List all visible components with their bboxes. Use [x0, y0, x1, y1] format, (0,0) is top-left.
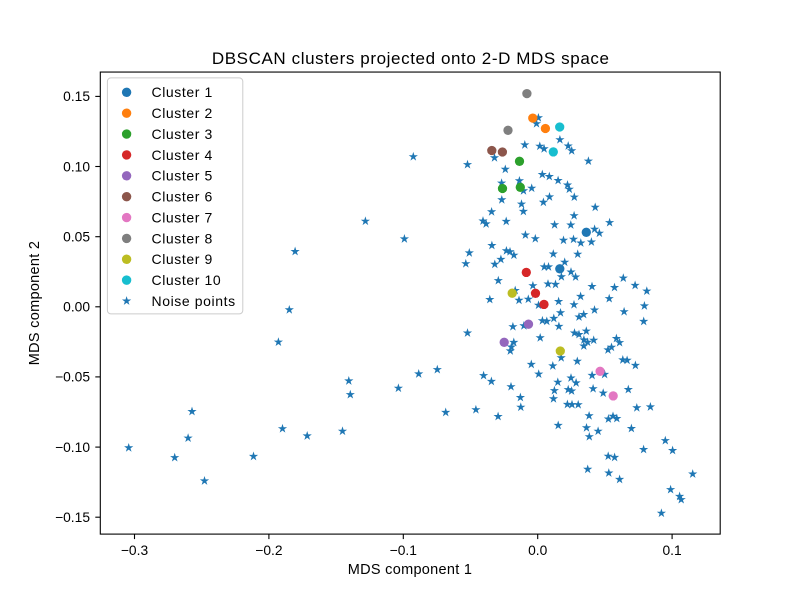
svg-text:MDS component 1: MDS component 1	[348, 562, 473, 578]
svg-text:0.10: 0.10	[63, 159, 90, 174]
svg-text:Cluster 4: Cluster 4	[152, 147, 213, 163]
svg-text:−0.05: −0.05	[55, 370, 90, 385]
svg-text:Cluster 8: Cluster 8	[152, 230, 213, 246]
svg-text:−0.3: −0.3	[121, 543, 149, 558]
svg-text:Cluster 3: Cluster 3	[152, 126, 213, 142]
svg-text:−0.2: −0.2	[255, 543, 282, 558]
svg-text:−0.1: −0.1	[390, 543, 417, 558]
svg-text:Cluster 1: Cluster 1	[152, 84, 213, 100]
svg-text:Cluster 2: Cluster 2	[152, 105, 213, 121]
svg-text:DBSCAN clusters projected onto: DBSCAN clusters projected onto 2-D MDS s…	[212, 49, 610, 68]
svg-text:Cluster 5: Cluster 5	[152, 168, 213, 184]
svg-text:Cluster 10: Cluster 10	[152, 272, 222, 288]
svg-text:Cluster 6: Cluster 6	[152, 189, 213, 205]
svg-text:Cluster 9: Cluster 9	[152, 251, 213, 267]
svg-text:0.15: 0.15	[63, 89, 90, 104]
svg-text:−0.10: −0.10	[55, 440, 90, 455]
svg-text:−0.15: −0.15	[55, 510, 90, 525]
svg-text:Noise points: Noise points	[152, 293, 236, 309]
svg-text:0.0: 0.0	[528, 543, 548, 558]
svg-text:0.05: 0.05	[63, 230, 90, 245]
svg-text:0.1: 0.1	[663, 543, 682, 558]
svg-text:MDS component 2: MDS component 2	[27, 241, 43, 366]
svg-text:Cluster 7: Cluster 7	[152, 209, 213, 225]
svg-text:0.00: 0.00	[63, 300, 90, 315]
